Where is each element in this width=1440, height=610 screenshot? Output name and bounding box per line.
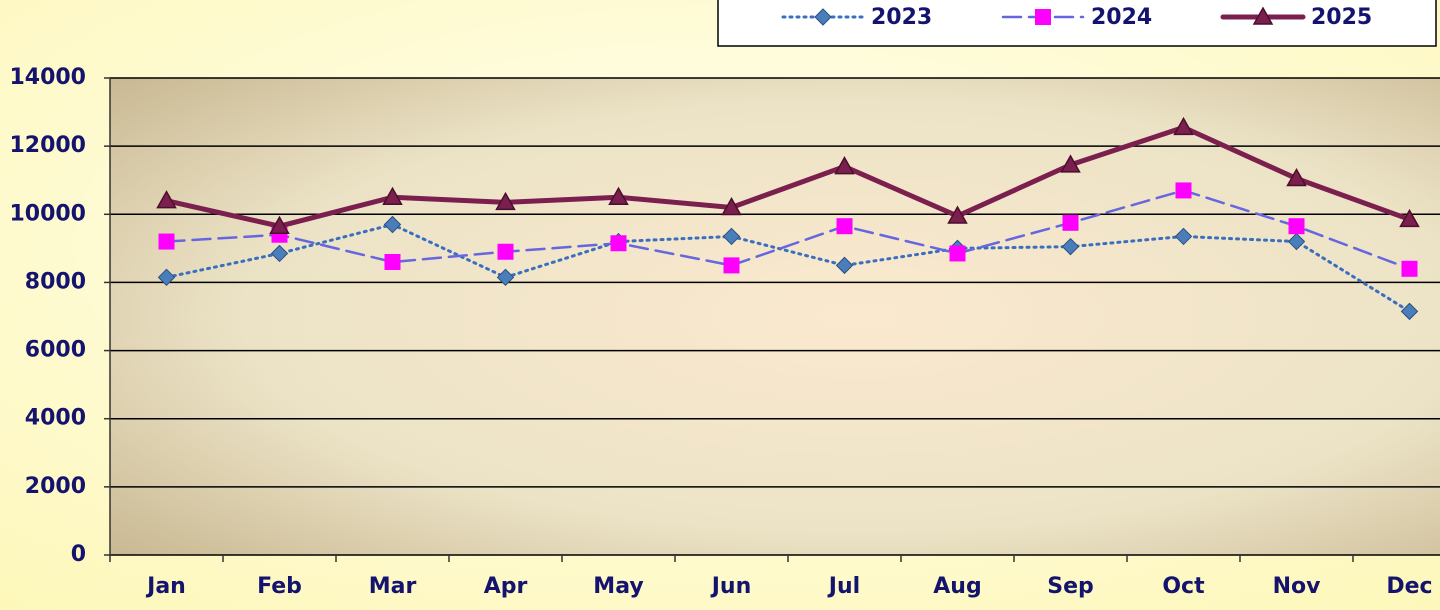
x-tick-label: Nov [1273,574,1322,599]
x-tick-label: Aug [933,574,981,599]
marker [1062,214,1079,231]
x-tick-label: Oct [1162,574,1205,599]
marker [836,218,853,235]
legend-label: 2024 [1091,5,1152,30]
marker [608,186,629,205]
y-tick-label: 6000 [25,338,86,363]
x-tick-label: Jun [710,574,752,599]
plot-area [110,78,1440,555]
series-line [164,124,1412,229]
marker [610,235,627,252]
marker [1288,218,1305,235]
legend: 2023 2024 2025 [717,0,1437,47]
marker [1400,302,1419,321]
legend-label: 2025 [1311,5,1372,30]
x-tick-label: Jan [145,574,186,599]
marker [497,243,514,260]
y-tick-label: 4000 [25,406,86,431]
marker [1173,116,1194,136]
y-tick-label: 14000 [9,65,86,90]
marker [1060,154,1081,173]
x-tick-label: Apr [484,574,528,599]
marker [1287,232,1306,251]
x-tick-label: Sep [1047,574,1094,599]
y-tick-label: 2000 [25,474,86,499]
marker [1035,9,1051,25]
marker [835,256,854,275]
marker [947,205,968,224]
marker [384,253,401,270]
x-tick-label: Jul [827,574,860,599]
marker [383,215,402,234]
marker [722,227,741,246]
y-tick-label: 12000 [9,133,86,158]
marker [1175,182,1192,199]
marker [270,244,289,263]
marker [721,196,742,216]
marker [1399,208,1420,228]
marker [834,156,855,175]
marker [1252,6,1274,25]
marker [269,215,290,234]
marker [156,190,177,209]
marker [949,245,966,262]
x-tick-label: May [593,574,643,599]
marker [1286,167,1307,187]
legend-label: 2023 [871,5,932,30]
marker [157,268,176,287]
marker [496,268,515,287]
marker [723,257,740,274]
marker [1401,260,1418,277]
x-tick-label: Feb [257,574,302,599]
marker [158,233,175,250]
y-tick-label: 8000 [25,269,86,294]
series-line [165,222,1411,313]
series-line [165,189,1411,271]
y-tick-label: 0 [71,542,86,567]
marker [1174,227,1193,246]
x-tick-label: Mar [369,574,417,599]
marker [382,186,403,205]
marker [814,8,832,26]
marker [1061,237,1080,256]
marker [495,191,516,211]
y-tick-label: 10000 [9,201,86,226]
legend-box [717,0,1437,47]
x-tick-label: Dec [1386,574,1432,599]
